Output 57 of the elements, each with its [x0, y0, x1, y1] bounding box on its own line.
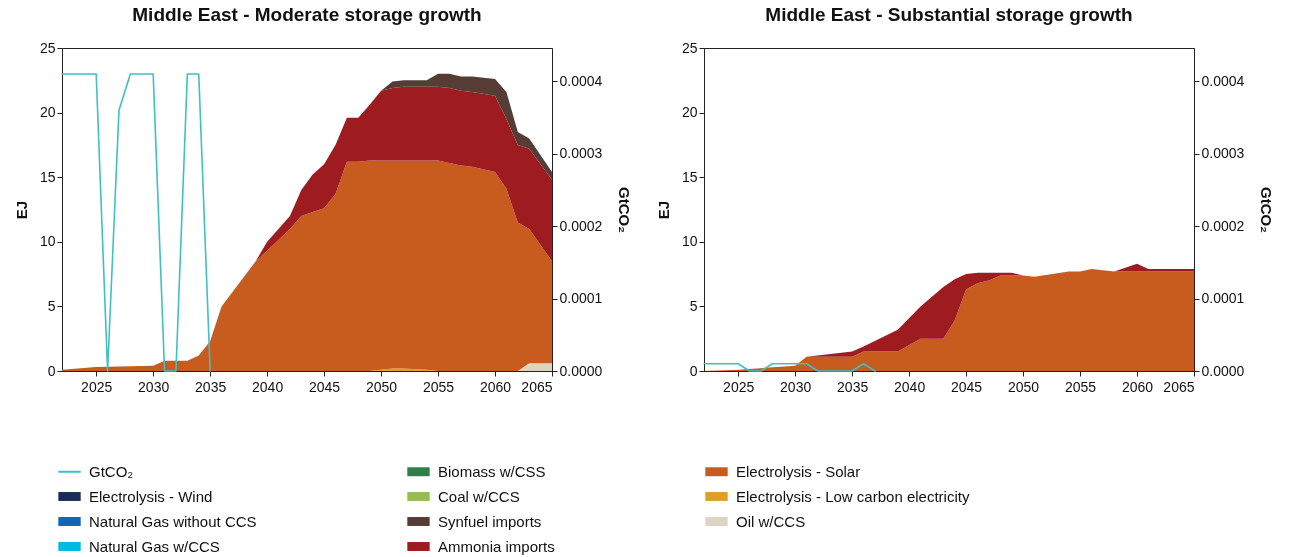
legend-label: Natural Gas without CCS [89, 512, 257, 530]
legend-label: GtCO₂ [89, 462, 134, 480]
x-tick-label: 2060 [479, 378, 512, 395]
x-tick-label: 2050 [365, 378, 398, 395]
legend-label: Natural Gas w/CCS [89, 537, 220, 555]
y-tick-label: 25 [39, 39, 56, 56]
legend-label: Electrolysis - Wind [89, 487, 213, 505]
x-tick-label: 2045 [951, 378, 983, 395]
y-tick-label: 0 [47, 362, 56, 379]
x-tick-label: 2035 [837, 378, 869, 395]
y-tick-label: 15 [681, 168, 698, 185]
y-tick-label: 20 [39, 104, 56, 121]
x-tick-label: 2030 [138, 378, 170, 395]
x-tick-label: 2055 [1064, 378, 1097, 395]
y2-tick-label: 0.0004 [1201, 72, 1245, 89]
x-tick-label: 2065 [1163, 378, 1195, 395]
x-tick-label: 2030 [780, 378, 812, 395]
y2-tick-label: 0.0003 [1201, 145, 1245, 162]
legend-label: Oil w/CCS [736, 512, 806, 530]
legend-label: Electrolysis - Solar [736, 462, 861, 480]
x-tick-label: 2025 [81, 378, 113, 395]
x-tick-label: 2025 [723, 378, 755, 395]
y-tick-label: 10 [681, 233, 698, 250]
y-tick-label: 10 [39, 233, 56, 250]
y-axis-title: EJ [654, 200, 672, 220]
x-tick-label: 2035 [195, 378, 227, 395]
y2-tick-label: 0.0002 [1201, 217, 1245, 234]
y2-tick-label: 0.0000 [1201, 362, 1245, 379]
y-tick-label: 5 [689, 297, 698, 314]
x-tick-label: 2050 [1007, 378, 1040, 395]
legend-label: Synfuel imports [438, 512, 542, 530]
y-tick-label: 15 [39, 168, 56, 185]
legend-label: Biomass w/CSS [438, 462, 546, 480]
x-tick-label: 2040 [894, 378, 926, 395]
legend-label: Coal w/CCS [438, 487, 520, 505]
y2-tick-label: 0.0001 [559, 290, 603, 307]
x-tick-label: 2045 [309, 378, 341, 395]
y-tick-label: 5 [47, 297, 56, 314]
x-tick-label: 2065 [521, 378, 553, 395]
y2-axis-title: GtCO₂ [616, 187, 634, 233]
x-tick-label: 2060 [1121, 378, 1154, 395]
y-tick-label: 25 [681, 39, 698, 56]
y2-tick-label: 0.0002 [559, 217, 603, 234]
y-tick-label: 20 [681, 104, 698, 121]
y2-tick-label: 0.0004 [559, 72, 603, 89]
y2-tick-label: 0.0000 [559, 362, 603, 379]
x-tick-label: 2040 [252, 378, 284, 395]
y-tick-label: 0 [689, 362, 698, 379]
legend-label: Electrolysis - Low carbon electricity [736, 487, 970, 505]
y-axis-title: EJ [12, 200, 30, 220]
y2-axis-title: GtCO₂ [1258, 187, 1276, 233]
legend-label: Ammonia imports [438, 537, 555, 555]
y2-tick-label: 0.0001 [1201, 290, 1245, 307]
chart-title: Middle East - Moderate storage growth [132, 4, 482, 25]
chart-title: Middle East - Substantial storage growth [765, 4, 1133, 25]
x-tick-label: 2055 [422, 378, 455, 395]
y2-tick-label: 0.0003 [559, 145, 603, 162]
